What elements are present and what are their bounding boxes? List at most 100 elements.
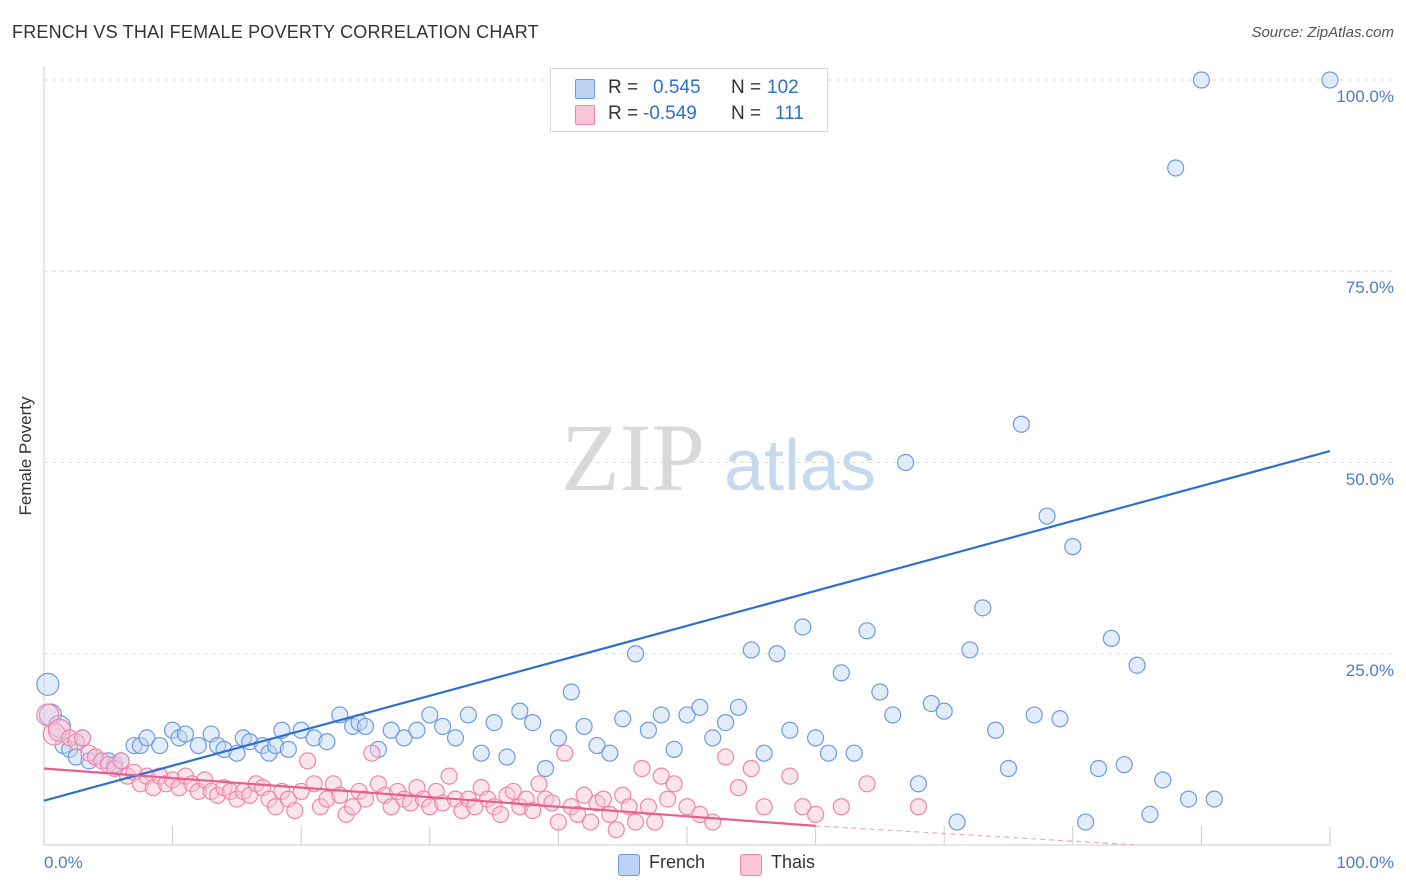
y-tick-label: 100.0% xyxy=(1336,87,1394,106)
series-french xyxy=(36,71,1339,831)
french-point xyxy=(1025,706,1043,724)
thais-point xyxy=(607,821,625,839)
thais-point xyxy=(858,775,876,793)
thais-point xyxy=(504,782,522,801)
thais-point xyxy=(286,801,304,820)
french-point xyxy=(755,744,773,762)
thais-point xyxy=(665,775,683,793)
french-point xyxy=(356,717,375,736)
y-tick-label: 75.0% xyxy=(1345,278,1394,298)
french-point xyxy=(987,721,1005,739)
thais-point xyxy=(556,744,574,762)
french-point xyxy=(832,664,850,682)
thais-point xyxy=(318,790,336,808)
french-point xyxy=(884,706,902,724)
french-point xyxy=(974,599,992,617)
french-point xyxy=(382,721,400,739)
thais-point xyxy=(440,767,458,785)
trend-lines xyxy=(43,449,1331,846)
french-point xyxy=(999,759,1018,778)
french-n-value: 102 xyxy=(767,77,799,98)
thais-point xyxy=(909,798,928,816)
french-point xyxy=(781,721,799,739)
french-point xyxy=(562,683,580,701)
french-point xyxy=(1167,159,1185,177)
thais-legend-label: Thais xyxy=(771,852,816,872)
thais-point xyxy=(729,779,748,797)
french-point xyxy=(871,683,889,701)
thais-point xyxy=(421,798,439,816)
thais-point xyxy=(659,790,677,808)
thais-trend-line xyxy=(43,767,816,827)
french-point xyxy=(1179,790,1198,808)
french-point xyxy=(536,759,555,778)
thais-point xyxy=(716,748,735,766)
thais-point xyxy=(530,775,548,793)
french-swatch xyxy=(575,79,595,99)
french-point xyxy=(395,729,413,747)
source-label: Source: ZipAtlas.com xyxy=(1251,24,1394,41)
french-point xyxy=(742,641,760,659)
french-point xyxy=(67,748,85,766)
thais-point xyxy=(646,813,664,831)
french-point xyxy=(575,717,593,736)
french-point xyxy=(1051,710,1069,728)
french-point xyxy=(639,721,658,739)
french-point xyxy=(1102,629,1120,648)
thais-point xyxy=(581,813,600,831)
french-point xyxy=(948,813,966,831)
french-point xyxy=(1205,790,1223,808)
french-point xyxy=(588,736,606,755)
french-point xyxy=(691,698,709,716)
french-point xyxy=(1128,656,1146,674)
thais-point xyxy=(806,805,825,824)
thais-r-label: R = xyxy=(608,103,639,124)
french-point xyxy=(1321,71,1339,89)
thais-point xyxy=(299,752,317,770)
watermark-atlas: atlas xyxy=(724,426,876,506)
french-point xyxy=(614,710,632,728)
french-point xyxy=(678,706,696,724)
french-point xyxy=(459,706,477,724)
french-point xyxy=(189,736,207,755)
x-tick-label: 100.0% xyxy=(1336,853,1394,872)
thais-point xyxy=(755,798,773,816)
french-point xyxy=(279,740,297,758)
thais-point xyxy=(569,805,587,824)
french-point xyxy=(716,713,735,732)
thais-point xyxy=(575,786,593,804)
french-point xyxy=(794,618,812,636)
french-point xyxy=(408,721,426,739)
french-trend-line xyxy=(43,449,1331,802)
french-point xyxy=(961,641,979,659)
thais-point xyxy=(382,798,400,816)
thais-point xyxy=(601,805,619,824)
thais-point xyxy=(626,813,645,831)
french-point xyxy=(665,740,683,758)
thais-point xyxy=(678,798,696,816)
thais-n-value: 111 xyxy=(775,103,804,124)
french-point xyxy=(1064,538,1082,556)
thais-point xyxy=(549,813,568,831)
thais-point xyxy=(266,798,285,816)
french-point xyxy=(1115,756,1133,774)
thais-point xyxy=(543,794,561,812)
series-thais xyxy=(36,703,928,839)
axes xyxy=(43,66,1331,846)
french-point xyxy=(652,706,670,724)
y-tick-label: 50.0% xyxy=(1345,469,1394,489)
thais-point xyxy=(639,798,658,816)
thais-point xyxy=(633,759,651,778)
french-point xyxy=(858,622,876,640)
watermark-zip: ZIP xyxy=(561,404,705,511)
thais-r-value: -0.549 xyxy=(643,103,697,124)
thais-legend-swatch xyxy=(740,854,762,876)
french-point xyxy=(446,729,465,747)
thais-point xyxy=(356,790,375,808)
french-point xyxy=(318,733,336,751)
watermark: ZIP atlas xyxy=(561,404,876,511)
thais-point xyxy=(491,805,510,824)
french-point xyxy=(498,748,516,766)
french-point xyxy=(819,744,838,762)
french-point xyxy=(935,702,953,720)
